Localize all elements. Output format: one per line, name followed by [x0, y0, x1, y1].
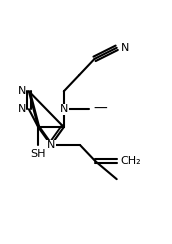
Text: CH₂: CH₂: [120, 156, 141, 166]
Text: —: —: [94, 102, 108, 116]
Text: N: N: [17, 86, 26, 96]
Text: N: N: [60, 104, 68, 114]
Text: N: N: [120, 43, 129, 53]
Text: N: N: [17, 104, 26, 114]
Text: SH: SH: [30, 149, 46, 159]
Text: N: N: [47, 140, 55, 150]
